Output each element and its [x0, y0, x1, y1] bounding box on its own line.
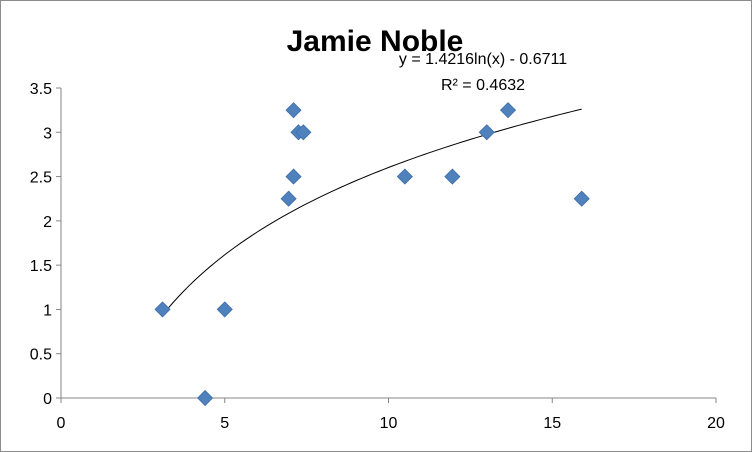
y-tick-label: 2.5 — [30, 170, 52, 187]
y-tick-label: 1.5 — [30, 258, 52, 275]
data-point — [444, 168, 461, 185]
y-tick-label: 3 — [43, 125, 52, 142]
data-point — [285, 168, 302, 185]
y-tick-label: 3.5 — [30, 81, 52, 98]
x-tick-label: 15 — [543, 415, 561, 432]
data-point — [478, 124, 495, 141]
data-point — [197, 389, 214, 407]
data-point — [154, 301, 171, 318]
chart-title: Jamie Noble — [287, 25, 464, 58]
x-tick-label: 20 — [707, 415, 725, 432]
x-tick-label: 0 — [57, 415, 66, 432]
y-tick-label: 0.5 — [30, 347, 52, 364]
y-tick-label: 1 — [43, 302, 52, 319]
data-points — [154, 102, 590, 407]
data-point — [295, 124, 312, 141]
data-point — [285, 102, 302, 119]
data-point — [573, 190, 590, 207]
x-tick-label: 10 — [380, 415, 398, 432]
trendline — [162, 108, 582, 316]
trendline-r-squared: R² = 0.4632 — [441, 77, 525, 94]
data-point — [216, 301, 233, 318]
data-point — [396, 168, 413, 185]
trendline-equation: y = 1.4216ln(x) - 0.6711 — [399, 51, 567, 68]
y-tick-label: 0 — [43, 391, 52, 408]
data-point — [499, 102, 517, 119]
trendline-curve — [162, 108, 582, 316]
data-point — [280, 190, 297, 207]
x-tick-label: 5 — [220, 415, 229, 432]
axes: 0 0.5 1 1.5 2 2.5 3 3.5 0 5 10 15 20 — [30, 81, 725, 432]
y-tick-label: 2 — [43, 214, 52, 231]
